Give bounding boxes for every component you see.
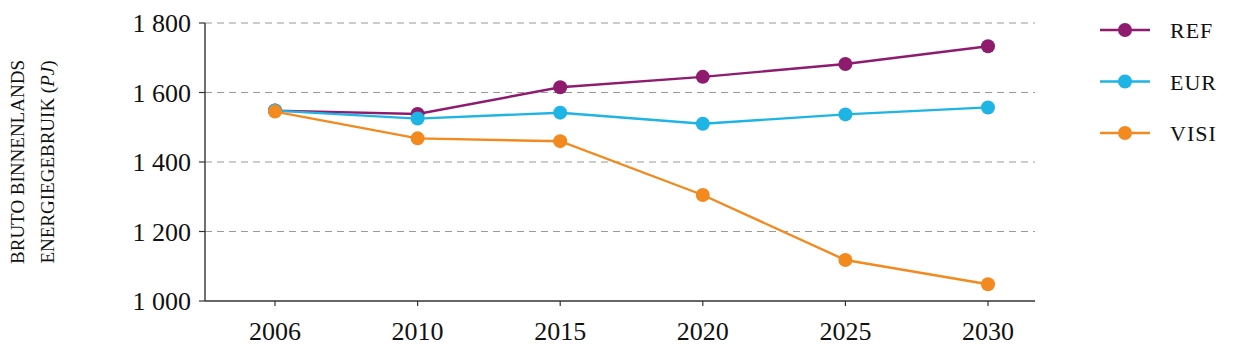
y-tick — [199, 300, 205, 301]
x-tick — [417, 301, 418, 306]
y-tick-label: 1 400 — [133, 148, 192, 177]
y-tick — [199, 161, 205, 162]
x-tick-label: 2010 — [392, 317, 444, 346]
x-tick — [702, 301, 703, 306]
series-point — [696, 188, 710, 202]
series-point — [553, 80, 567, 94]
series-point — [838, 57, 852, 71]
plot-area — [268, 39, 995, 291]
x-tick — [845, 301, 846, 306]
y-axis-label: BRUTO BINNENLANDS — [7, 60, 28, 264]
legend-label: REF — [1170, 18, 1213, 43]
x-tick-label: 2025 — [819, 317, 871, 346]
legend-label: VISI — [1170, 121, 1217, 146]
legend-marker — [1118, 23, 1132, 37]
series-point — [411, 131, 425, 145]
label-part: ENERGIEGEBRUIK ( — [37, 87, 59, 264]
y-tick-label: 1 800 — [133, 9, 192, 38]
series-line — [275, 112, 988, 285]
label-part: PJ — [37, 65, 58, 88]
x-axis — [205, 300, 1035, 301]
series-point — [981, 277, 995, 291]
y-axis-label: ENERGIEGEBRUIK (PJ) — [37, 60, 59, 263]
y-axis — [204, 23, 205, 301]
label-part: ) — [37, 60, 59, 66]
chart: 1 000 1 200 1 400 1 600 1 800 2006 2010 2015 202… — [0, 0, 1242, 350]
x-tick-label: 2006 — [249, 317, 301, 346]
series-point — [838, 253, 852, 267]
y-tick-label: 1 000 — [133, 287, 192, 316]
y-tick-label: 1 200 — [133, 218, 192, 247]
series-point — [553, 134, 567, 148]
x-tick — [987, 301, 988, 306]
y-tick-label: 1 600 — [133, 79, 192, 108]
grid-line — [205, 92, 1035, 93]
legend-label: EUR — [1170, 70, 1217, 95]
grid-line — [205, 231, 1035, 232]
series-point — [696, 117, 710, 131]
x-tick — [274, 301, 275, 306]
series-point — [411, 112, 425, 126]
x-tick-label: 2030 — [962, 317, 1014, 346]
series-point — [268, 105, 282, 119]
grid-line — [205, 161, 1035, 162]
x-tick — [560, 301, 561, 306]
y-tick — [199, 92, 205, 93]
series-line — [275, 107, 988, 123]
series-point — [981, 100, 995, 114]
x-tick-label: 2015 — [534, 317, 586, 346]
y-tick — [199, 22, 205, 23]
series-point — [981, 39, 995, 53]
legend-marker — [1118, 126, 1132, 140]
series-point — [553, 106, 567, 120]
series-point — [696, 70, 710, 84]
y-tick — [199, 231, 205, 232]
series-point — [838, 107, 852, 121]
series-line — [275, 46, 988, 114]
x-tick-label: 2020 — [677, 317, 729, 346]
grid-line — [205, 22, 1035, 23]
legend-marker — [1118, 75, 1132, 89]
